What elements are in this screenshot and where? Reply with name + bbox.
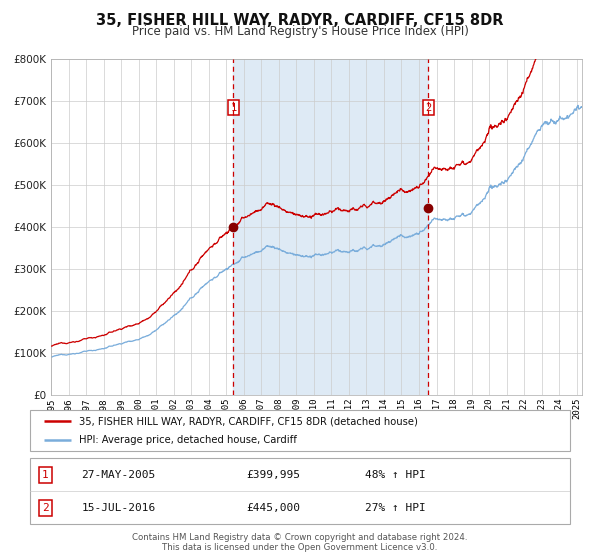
Text: 1: 1 — [42, 470, 49, 480]
Text: 27% ↑ HPI: 27% ↑ HPI — [365, 503, 425, 513]
Text: 2: 2 — [42, 503, 49, 513]
Text: 1: 1 — [230, 102, 236, 113]
Text: 48% ↑ HPI: 48% ↑ HPI — [365, 470, 425, 480]
FancyBboxPatch shape — [30, 410, 570, 451]
Text: £399,995: £399,995 — [246, 470, 300, 480]
FancyBboxPatch shape — [30, 458, 570, 524]
Text: This data is licensed under the Open Government Licence v3.0.: This data is licensed under the Open Gov… — [163, 543, 437, 552]
Text: HPI: Average price, detached house, Cardiff: HPI: Average price, detached house, Card… — [79, 435, 296, 445]
Text: Price paid vs. HM Land Registry's House Price Index (HPI): Price paid vs. HM Land Registry's House … — [131, 25, 469, 38]
Text: 27-MAY-2005: 27-MAY-2005 — [82, 470, 155, 480]
Text: £445,000: £445,000 — [246, 503, 300, 513]
Text: 35, FISHER HILL WAY, RADYR, CARDIFF, CF15 8DR: 35, FISHER HILL WAY, RADYR, CARDIFF, CF1… — [96, 13, 504, 29]
Text: 15-JUL-2016: 15-JUL-2016 — [82, 503, 155, 513]
Bar — [233, 59, 428, 395]
Text: Contains HM Land Registry data © Crown copyright and database right 2024.: Contains HM Land Registry data © Crown c… — [132, 533, 468, 542]
Text: 35, FISHER HILL WAY, RADYR, CARDIFF, CF15 8DR (detached house): 35, FISHER HILL WAY, RADYR, CARDIFF, CF1… — [79, 417, 418, 426]
Text: 2: 2 — [425, 102, 431, 113]
